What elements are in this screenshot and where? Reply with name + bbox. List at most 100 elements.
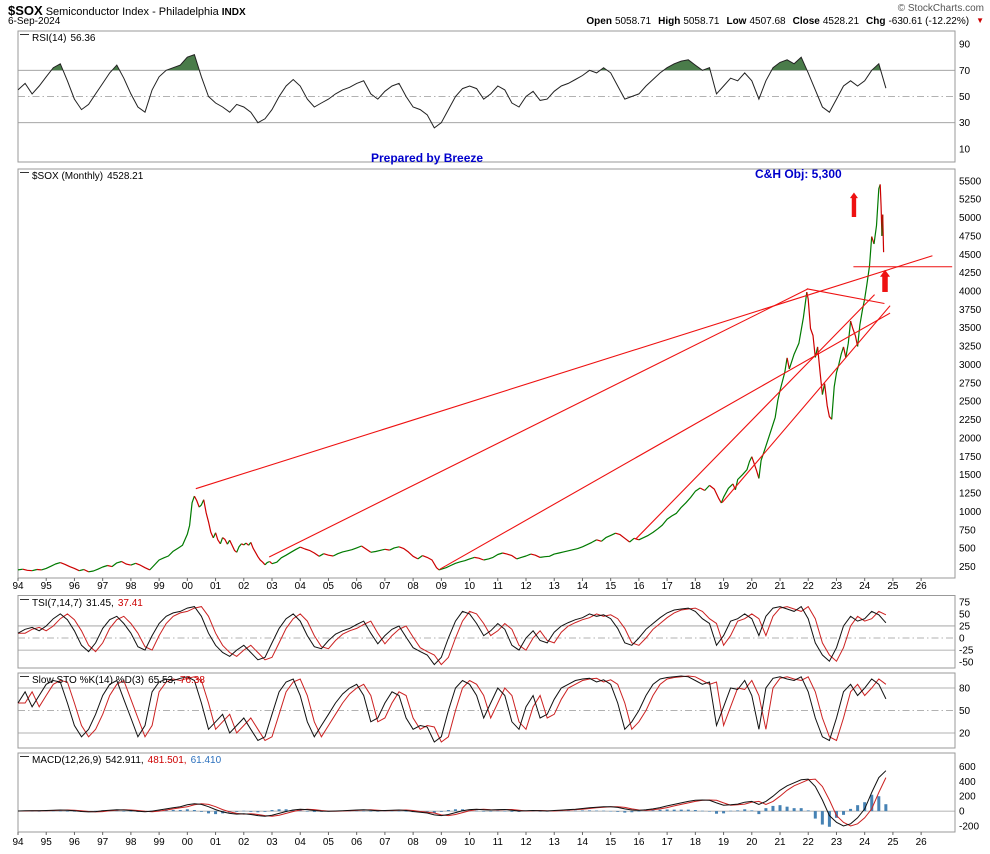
price-line-segment: [269, 561, 273, 565]
rsi-axis-tick-label: 30: [959, 118, 971, 129]
price-line-segment: [629, 537, 635, 543]
macd-histogram-bar: [242, 810, 246, 812]
x-axis-label: 07: [379, 581, 391, 592]
macd-histogram-bar: [538, 811, 542, 812]
x-axis-label: 09: [436, 581, 448, 592]
price-legend-name: $SOX (Monthly): [32, 171, 104, 182]
tsi-legend-value1: 31.45,: [86, 598, 114, 609]
macd-histogram-bar: [115, 810, 119, 812]
macd-histogram-bar: [623, 811, 627, 813]
chg-down-triangle-icon[interactable]: ▼: [976, 16, 984, 25]
price-line-segment: [241, 543, 245, 546]
macd-histogram-bar: [743, 809, 747, 812]
macd-histogram-bar: [157, 810, 161, 812]
tsi-axis-tick-label: 75: [959, 597, 971, 608]
price-axis-tick-label: 2500: [959, 397, 982, 408]
prepared-by-annotation: Prepared by Breeze: [371, 151, 484, 165]
macd-histogram-bar: [164, 810, 168, 812]
macd-histogram-bar: [425, 811, 429, 812]
tsi-legend-value2: 37.41: [117, 598, 143, 609]
price-line-segment: [824, 383, 833, 420]
rsi-axis-tick-label: 70: [959, 66, 971, 77]
price-line-segment: [271, 546, 301, 565]
macd-histogram-bar: [475, 810, 479, 812]
macd-histogram-bar: [178, 810, 182, 812]
price-line-segment: [720, 483, 734, 504]
macd-histogram-bar: [390, 810, 394, 812]
macd-histogram-bar: [192, 810, 196, 812]
macd-histogram-bar: [785, 806, 789, 812]
macd-legend-value3: 61.410: [190, 755, 222, 766]
price-line-segment: [709, 484, 722, 504]
tsi-signal-line: [18, 605, 887, 666]
x-axis-label: 03: [266, 837, 278, 848]
macd-histogram-bar: [355, 810, 359, 812]
x-axis-label: 09: [436, 837, 448, 848]
rsi-line: [17, 53, 887, 129]
index-title: Semiconductor Index - Philadelphia: [45, 6, 219, 18]
tsi-border: [17, 595, 956, 669]
macd-histogram-bar: [693, 810, 697, 812]
tsi-legend: TSI(7,14,7) 31.45, 37.41: [20, 598, 143, 609]
price-line-segment: [615, 532, 630, 543]
exchange-label: INDX: [221, 7, 246, 18]
rsi-axis-tick-label: 10: [959, 144, 971, 155]
macd-histogram-bar: [722, 811, 726, 814]
price-axis-tick-label: 5500: [959, 176, 982, 187]
price-axis-tick-label: 2750: [959, 378, 982, 389]
price-axis-tick-label: 3500: [959, 323, 982, 334]
macd-histogram-bar: [658, 809, 662, 812]
macd-histogram-bar: [72, 811, 76, 812]
price-line-segment: [111, 560, 122, 568]
price-line-segment: [831, 346, 845, 420]
macd-legend-value2: 481.501,: [147, 755, 187, 766]
price-line-segment: [601, 532, 616, 542]
chg-value: -630.61 (-12.22%): [888, 16, 970, 27]
price-legend: $SOX (Monthly) 4528.21: [20, 171, 143, 182]
x-axis-label: 98: [125, 581, 137, 592]
tsi-legend-name: TSI(7,14,7): [32, 598, 83, 609]
macd-border: [17, 752, 956, 833]
tsi-axis-tick-label: 50: [959, 609, 971, 620]
macd-histogram-bar: [263, 811, 267, 812]
stochastic-line: [17, 675, 887, 743]
macd-axis-tick-label: 0: [959, 807, 965, 818]
macd-histogram-bar: [489, 811, 493, 812]
x-axis-label: 23: [831, 837, 843, 848]
up-arrow-icon: [849, 192, 858, 199]
x-axis-label: 12: [520, 581, 532, 592]
macd-histogram-bar: [580, 810, 584, 812]
x-axis-label: 94: [12, 581, 24, 592]
price-line-segment: [417, 555, 423, 560]
x-axis-label: 15: [605, 837, 617, 848]
macd-signal-line: [18, 777, 887, 827]
macd-histogram-bar: [270, 810, 274, 812]
macd-histogram-bar: [482, 811, 486, 812]
price-line-segment: [22, 568, 33, 572]
price-axis-tick-label: 250: [959, 562, 976, 573]
macd-histogram-bar: [799, 808, 803, 812]
macd-histogram-bar: [877, 796, 881, 812]
macd-histogram-bar: [517, 811, 521, 812]
price-line-segment: [212, 532, 217, 539]
price-line-segment: [323, 553, 334, 557]
price-line-segment: [842, 346, 847, 358]
price-axis-tick-label: 4500: [959, 250, 982, 261]
macd-histogram-bar: [707, 811, 711, 812]
macd-histogram-bar: [757, 811, 761, 815]
trendline: [268, 288, 809, 558]
rsi-overbought-fill: [51, 54, 881, 71]
x-axis-label: 18: [690, 581, 702, 592]
macd-histogram-bar: [284, 809, 288, 812]
macd-histogram-bar: [686, 809, 690, 812]
x-axis-label: 26: [916, 581, 928, 592]
x-axis-label: 12: [520, 837, 532, 848]
stochastic-axis-tick-label: 80: [959, 684, 971, 695]
rsi-legend: RSI(14) 56.36: [20, 33, 95, 44]
stochastic-signal-line: [18, 675, 887, 743]
price-line-segment: [318, 553, 324, 557]
macd-histogram-bar: [764, 808, 768, 812]
macd-histogram-bar: [849, 808, 853, 812]
price-line-segment: [758, 357, 788, 479]
price-line-segment: [243, 542, 247, 546]
